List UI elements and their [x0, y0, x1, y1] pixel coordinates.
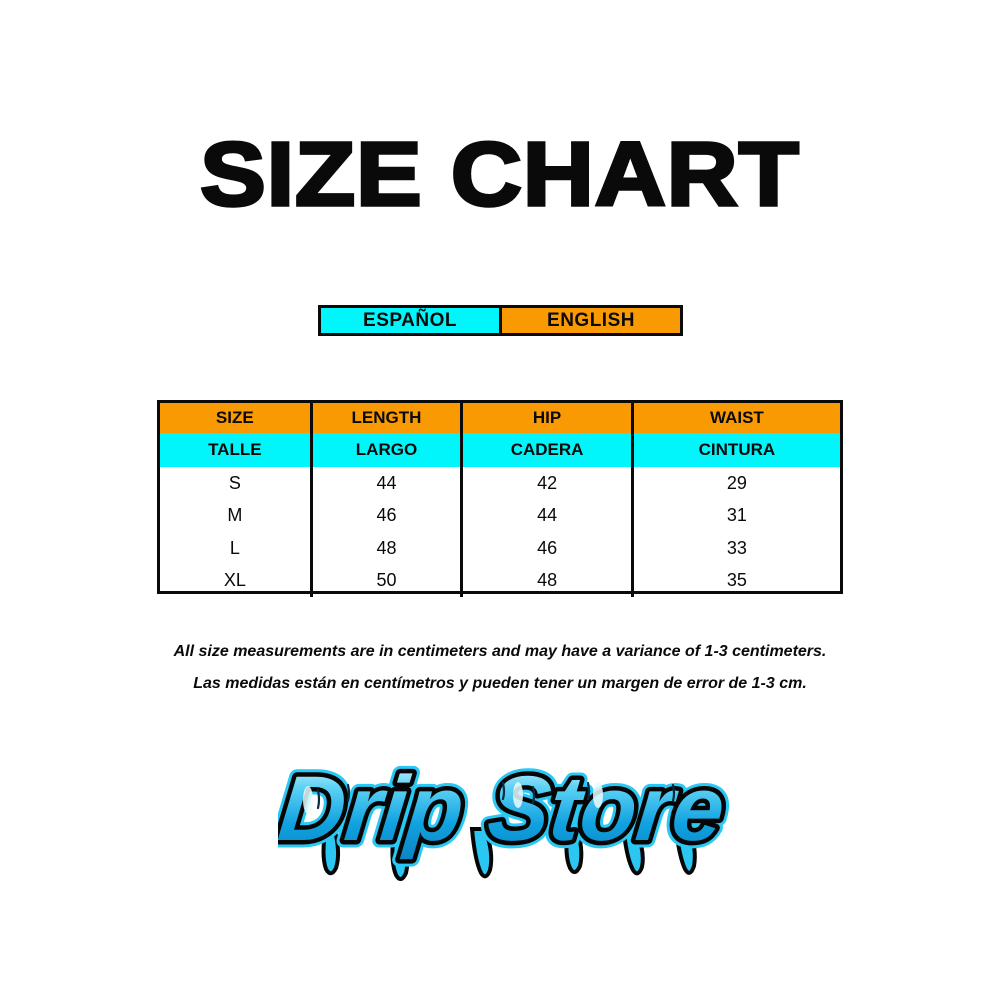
svg-text:Drip Store: Drip Store [278, 756, 730, 860]
